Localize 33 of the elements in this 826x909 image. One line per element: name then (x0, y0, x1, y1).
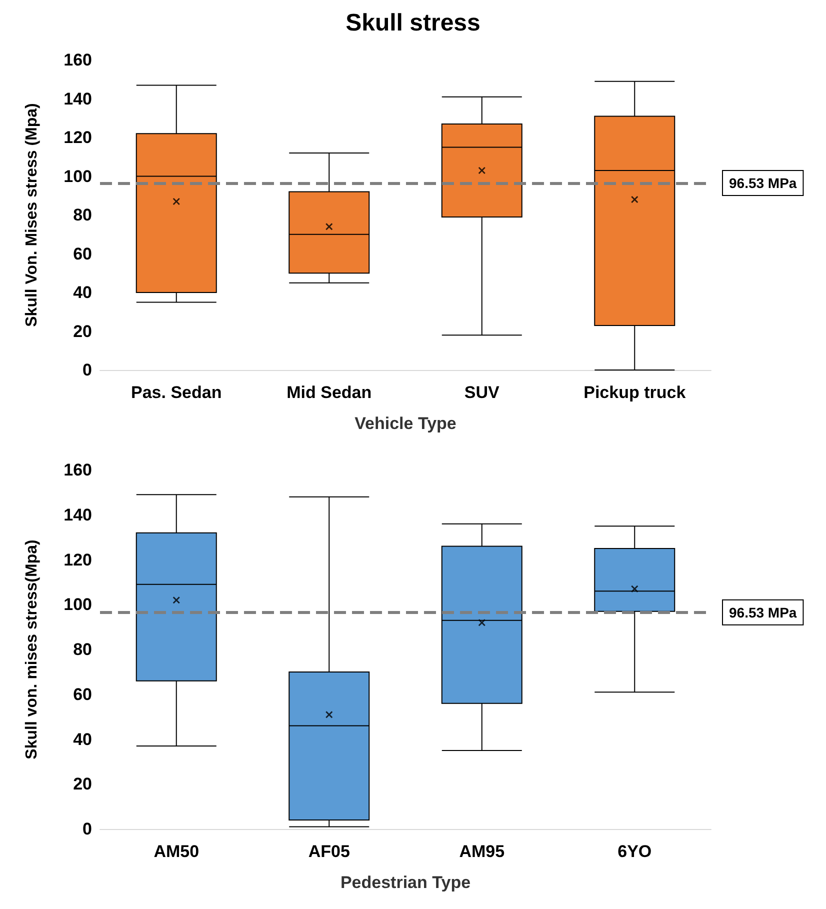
y-tick-label: 100 (64, 166, 92, 186)
y-tick-label: 0 (82, 360, 92, 380)
ref-line-label: 96.53 MPa (729, 604, 797, 620)
x-tick-label: Pickup truck (584, 383, 686, 402)
y-axis-title: Skull Von. Mises stress (Mpa) (24, 103, 40, 327)
x-tick-label: SUV (464, 383, 500, 402)
y-tick-label: 100 (64, 595, 92, 614)
y-tick-label: 160 (64, 460, 92, 480)
ref-line-label: 96.53 MPa (729, 174, 797, 191)
y-tick-label: 20 (73, 322, 92, 341)
y-tick-label: 120 (64, 128, 92, 147)
x-tick-label: 6YO (618, 842, 652, 861)
y-tick-label: 120 (64, 550, 92, 570)
y-tick-label: 40 (73, 283, 92, 302)
chart-title: Skull stress (346, 10, 480, 36)
x-tick-label: Pas. Sedan (131, 383, 222, 402)
y-axis-title: Skull von. mises stress(Mpa) (24, 540, 40, 760)
y-tick-label: 80 (73, 640, 92, 659)
y-tick-label: 160 (64, 50, 92, 70)
x-axis-title: Vehicle Type (354, 414, 456, 433)
y-tick-label: 140 (64, 89, 92, 108)
x-axis-title: Pedestrian Type (340, 873, 471, 892)
x-tick-label: AF05 (308, 842, 350, 861)
x-tick-label: Mid Sedan (286, 383, 372, 402)
y-tick-label: 80 (73, 206, 92, 224)
y-tick-label: 40 (73, 730, 92, 749)
y-tick-label: 140 (64, 505, 92, 524)
y-tick-label: 60 (73, 684, 92, 704)
x-tick-label: AM50 (154, 842, 200, 861)
y-tick-label: 0 (82, 820, 92, 838)
x-tick-label: AM95 (459, 842, 505, 861)
y-tick-label: 20 (73, 774, 92, 794)
y-tick-label: 60 (73, 244, 92, 264)
